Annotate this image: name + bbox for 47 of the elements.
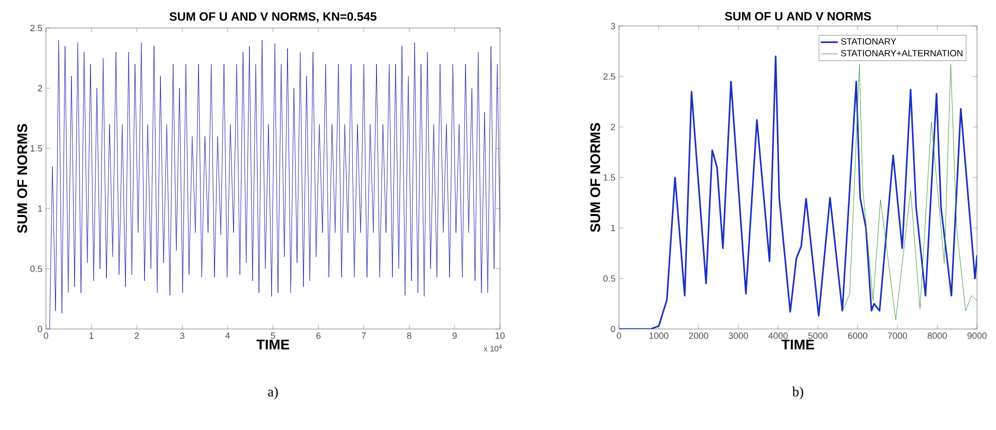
x-tick-label: 5 (270, 332, 276, 339)
line-series (46, 40, 500, 329)
x-tick-label: 4 (225, 332, 230, 339)
x-tick-label: 0 (44, 332, 48, 339)
x-tick-label: 3000 (728, 332, 748, 339)
y-tick-label: 0 (610, 326, 616, 332)
chart-title: SUM OF U AND V NORMS, KN=0.545 (170, 12, 376, 22)
y-tick-label: 1 (611, 224, 616, 232)
line-series (619, 55, 978, 329)
x-axis-title: TIME (256, 340, 290, 350)
x-tick-label: 2000 (689, 332, 708, 339)
line-series (842, 64, 978, 320)
y-tick-label: 1 (38, 206, 42, 212)
x-tick-label: 3 (180, 332, 184, 339)
y-tick-label: 1.5 (30, 145, 42, 152)
x-tick-label: 6 (316, 332, 321, 339)
y-tick-label: 2 (38, 85, 42, 92)
x-tick-label: 8000 (928, 332, 947, 339)
x-tick-label: 10 (496, 332, 505, 339)
y-tick-label: 0 (38, 326, 42, 332)
y-axis-title: SUM OF NORMS (590, 123, 600, 232)
chart-title: SUM OF U AND V NORMS (724, 12, 871, 20)
text: a) (268, 386, 278, 400)
x-tick-label: 2 (134, 332, 139, 339)
y-tick-label: 2.5 (603, 73, 616, 80)
legend-label: STATIONARY+ALTERNATION (841, 50, 962, 56)
y-tick-label: 2.5 (30, 24, 42, 32)
x-tick-label: 0 (616, 332, 622, 339)
y-tick-label: 3 (610, 22, 616, 30)
x-tick-label: 7 (362, 332, 366, 339)
x-tick-label: 1000 (650, 332, 668, 339)
text: b) (792, 386, 804, 400)
y-tick-label: 0.5 (30, 266, 42, 272)
x-tick-label: 9 (452, 332, 457, 339)
x-tick-label: 9000 (967, 332, 987, 339)
x-tick-label: 4000 (768, 332, 788, 339)
x-tick-label: 8 (407, 332, 412, 339)
x-tick-label: 6000 (848, 332, 868, 339)
x-axis-title: TIME (782, 340, 814, 350)
y-tick-label: 0.5 (603, 275, 616, 282)
x-tick-label: 7000 (888, 332, 908, 339)
legend-label: STATIONARY (841, 38, 896, 45)
y-tick-label: 1.5 (604, 174, 616, 181)
x-tick-label: 1 (90, 332, 94, 339)
y-axis-title: SUM OF NORMS (17, 124, 28, 234)
x-tick-label: 5000 (808, 332, 828, 339)
y-tick-label: 2 (610, 124, 616, 130)
